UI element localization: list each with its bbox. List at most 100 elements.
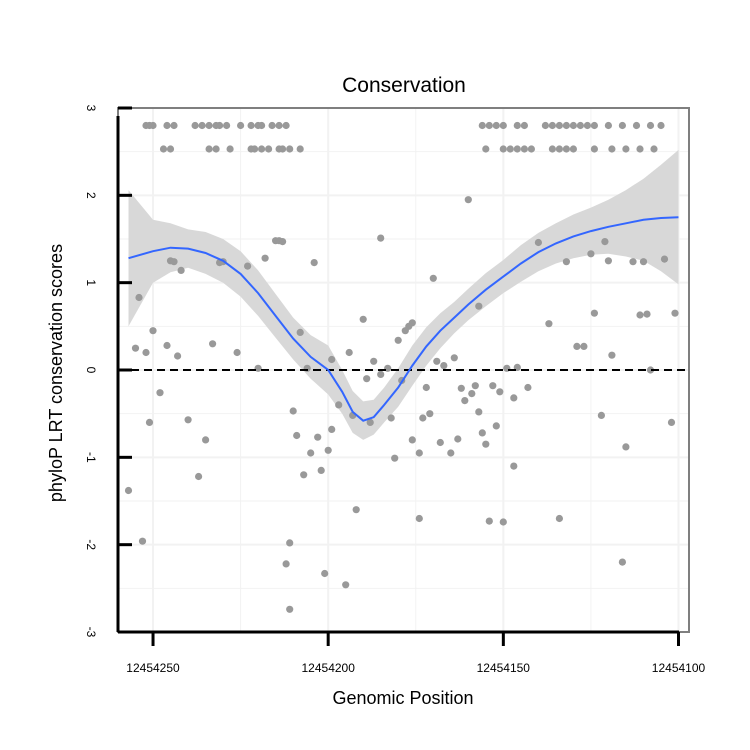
data-point	[583, 121, 592, 130]
x-axis-title: Genomic Position	[332, 688, 473, 708]
data-point	[138, 537, 147, 545]
data-point	[163, 121, 171, 130]
data-point	[317, 466, 325, 474]
data-point	[209, 340, 217, 348]
data-point	[632, 121, 641, 130]
y-tick-label: -2	[84, 539, 98, 550]
data-point	[447, 449, 455, 457]
data-point	[286, 539, 294, 547]
data-point	[394, 336, 402, 344]
y-tick-label: 1	[84, 279, 98, 286]
data-point	[590, 309, 599, 317]
data-point	[156, 389, 164, 397]
data-point	[608, 351, 616, 359]
data-point	[342, 581, 350, 589]
data-point	[485, 121, 493, 130]
data-point	[261, 254, 269, 262]
data-point	[300, 471, 308, 479]
data-point	[590, 121, 599, 130]
chart-title: Conservation	[342, 74, 466, 97]
data-point	[216, 121, 224, 130]
data-point	[131, 344, 140, 352]
data-point	[335, 401, 343, 409]
data-point	[450, 354, 458, 362]
data-point	[657, 121, 665, 130]
data-point	[562, 258, 571, 266]
data-point	[247, 121, 255, 130]
y-tick-label: 0	[84, 367, 98, 374]
data-point	[363, 375, 371, 383]
data-point	[324, 446, 332, 454]
data-point	[520, 145, 529, 153]
data-point	[328, 425, 336, 433]
data-point	[184, 416, 192, 424]
data-point	[618, 121, 627, 130]
data-point	[387, 414, 395, 422]
data-point	[534, 238, 543, 247]
data-point	[510, 462, 518, 470]
data-point	[415, 514, 423, 523]
data-point	[639, 258, 648, 266]
data-point	[597, 411, 606, 419]
data-point	[461, 397, 469, 405]
data-point	[646, 121, 655, 130]
data-point	[604, 257, 613, 265]
data-point	[492, 422, 500, 430]
data-point	[359, 315, 367, 323]
axes: 3 2 1 0 -1 -2 -3 12454250 12454200 12454150 124541…	[84, 105, 706, 675]
data-point	[174, 352, 182, 360]
data-point	[237, 121, 245, 130]
data-point	[506, 145, 514, 153]
data-point	[289, 407, 297, 415]
data-point	[499, 145, 507, 153]
data-point	[265, 145, 273, 153]
data-point	[279, 238, 287, 246]
data-point	[482, 145, 490, 153]
data-point	[541, 121, 550, 130]
data-point	[496, 388, 504, 396]
y-axis-title: phyloP LRT conservation scores	[46, 244, 66, 502]
data-point	[163, 341, 171, 350]
data-point	[198, 121, 206, 130]
data-point	[345, 348, 353, 357]
data-point	[149, 327, 157, 335]
data-point	[177, 266, 185, 274]
data-point	[545, 320, 553, 328]
data-point	[282, 560, 290, 568]
data-point	[629, 258, 637, 266]
data-point	[205, 121, 213, 130]
data-point	[279, 145, 287, 153]
data-point	[573, 342, 581, 350]
data-point	[191, 121, 199, 130]
data-point	[314, 433, 322, 441]
data-point	[426, 410, 434, 418]
data-point	[419, 414, 427, 422]
data-point	[149, 121, 157, 130]
data-point	[601, 238, 609, 246]
data-point	[590, 145, 599, 153]
data-point	[492, 121, 500, 130]
data-point	[124, 486, 133, 495]
data-point	[475, 408, 483, 416]
data-point	[145, 418, 154, 426]
data-point	[142, 348, 150, 357]
data-point	[391, 454, 399, 462]
data-point	[562, 145, 571, 153]
data-point	[166, 145, 175, 153]
data-point	[471, 382, 479, 390]
data-point	[254, 364, 262, 372]
data-point	[296, 328, 304, 336]
data-point	[436, 438, 444, 447]
y-tick-label: -3	[84, 627, 98, 638]
data-point	[195, 472, 203, 481]
data-point	[562, 121, 571, 130]
data-point	[135, 293, 143, 302]
data-point	[433, 357, 441, 365]
data-point	[513, 121, 521, 130]
data-point	[226, 145, 234, 153]
data-point	[422, 383, 430, 392]
x-tick-label: 12454250	[126, 661, 180, 675]
smooth-line-group	[128, 216, 679, 422]
data-point	[576, 121, 585, 130]
